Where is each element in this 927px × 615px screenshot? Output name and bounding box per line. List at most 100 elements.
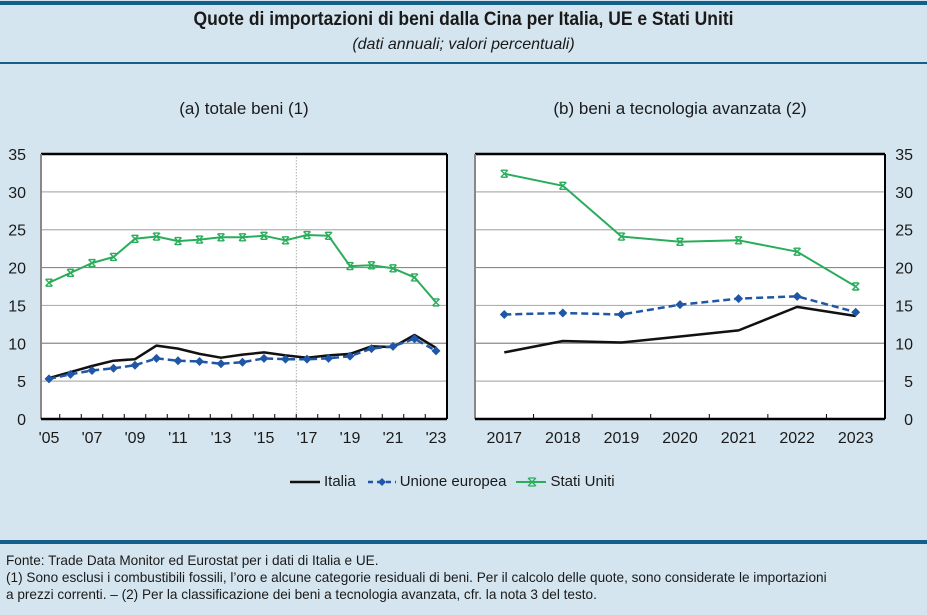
data-point-ue [281, 354, 290, 364]
chart-canvas: '05 '07 '09 '11 '13 '15 '17 '19 '21 '23 0 5 10 15 20 25… [8, 147, 913, 447]
data-point-ue [388, 341, 398, 351]
x-tick-label-a: '05 [39, 430, 60, 447]
data-point-ue [675, 300, 685, 310]
y-tick-label-a: 5 [17, 374, 26, 391]
footnotes: Fonte: Trade Data Monitor ed Eurostat pe… [6, 552, 924, 603]
top-rule [0, 1, 927, 5]
data-point-ue [410, 334, 419, 344]
data-point-usa [324, 231, 333, 240]
data-point-ue [734, 294, 744, 304]
data-point-usa [281, 236, 290, 245]
legend-swatch-italia [290, 480, 320, 483]
data-point-ue [345, 351, 355, 361]
plot-area-b [475, 154, 885, 419]
data-point-ue [238, 357, 247, 367]
x-tick-label-a: '23 [426, 430, 447, 447]
legend: Italia Unione europea Stati Uniti [290, 473, 615, 490]
legend-swatch-ue [367, 477, 396, 486]
data-point-usa [617, 232, 626, 241]
legend-label-usa: Stati Uniti [550, 473, 615, 490]
data-point-usa [793, 247, 802, 256]
data-point-usa [195, 235, 204, 244]
x-tick-label-a: '09 [125, 430, 146, 447]
data-point-usa [131, 234, 139, 243]
data-point-usa [734, 236, 743, 245]
y-tick-label-b: 35 [895, 147, 913, 164]
y-tick-label-a: 10 [8, 336, 26, 353]
data-point-ue [152, 353, 161, 363]
data-point-ue [499, 310, 509, 320]
data-point-usa [389, 264, 397, 273]
data-point-usa [174, 236, 182, 246]
y-tick-label-b: 15 [895, 298, 913, 315]
x-tick-label-b: 2022 [779, 430, 815, 447]
data-point-ue [558, 308, 568, 318]
y-tick-label-b: 10 [895, 336, 913, 353]
data-point-usa [109, 252, 118, 262]
x-tick-label-b: 2017 [486, 430, 522, 447]
data-point-ue [792, 291, 802, 301]
panel-a-title: (a) totale beni (1) [179, 99, 309, 118]
header-rule [0, 62, 927, 64]
data-point-usa [152, 232, 161, 241]
x-tick-label-a: '19 [340, 430, 361, 447]
panel-b-title: (b) beni a tecnologia avanzata (2) [553, 99, 807, 118]
data-point-usa [217, 233, 225, 242]
x-tick-label-b: 2023 [838, 430, 874, 447]
data-point-usa [45, 278, 53, 287]
y-tick-label-a: 25 [8, 223, 26, 240]
y-tick-label-a: 35 [8, 147, 26, 164]
data-point-usa [558, 181, 567, 190]
legend-item-ue: Unione europea [366, 473, 507, 490]
data-point-ue [87, 366, 97, 376]
x-tick-label-a: '15 [254, 430, 275, 447]
y-tick-label-a: 20 [8, 261, 26, 278]
y-tick-label-b: 25 [895, 223, 913, 240]
data-point-usa [346, 261, 354, 271]
x-tick-label-b: 2020 [662, 430, 698, 447]
footnote-1: (1) Sono esclusi i combustibili fossili,… [6, 570, 827, 585]
x-tick-label-a: '07 [82, 430, 103, 447]
data-point-ue [195, 356, 204, 366]
y-tick-label-a: 30 [8, 185, 26, 202]
data-point-usa [410, 273, 419, 282]
y-tick-label-a: 15 [8, 298, 26, 315]
data-point-usa [238, 233, 247, 242]
x-tick-label-b: 2019 [604, 430, 640, 447]
legend-label-ue: Unione europea [399, 473, 507, 490]
x-tick-label-b: 2021 [721, 430, 757, 447]
data-point-usa [88, 258, 96, 268]
x-tick-label-a: '21 [383, 430, 404, 447]
data-point-usa [367, 261, 376, 270]
data-point-usa [66, 268, 75, 278]
y-tick-label-b: 20 [895, 261, 913, 278]
chart-title: Quote di importazioni di beni dalla Cina… [193, 9, 734, 30]
data-point-ue [616, 310, 626, 320]
data-point-usa [432, 298, 440, 307]
y-tick-label-a: 0 [17, 412, 26, 429]
data-point-ue [173, 356, 183, 366]
y-tick-label-b: 5 [904, 374, 913, 391]
x-tick-label-a: '17 [297, 430, 318, 447]
x-tick-label-b: 2018 [545, 430, 581, 447]
legend-label-italia: Italia [324, 473, 356, 490]
plot-area-a [41, 154, 447, 419]
data-point-ue [216, 359, 226, 369]
data-point-ue [851, 307, 861, 317]
legend-swatch-usa [516, 476, 547, 487]
data-point-ue [324, 353, 333, 363]
y-tick-label-b: 30 [895, 185, 913, 202]
data-point-ue [109, 363, 118, 373]
data-point-usa [303, 230, 311, 240]
legend-item-italia: Italia [290, 473, 356, 490]
data-point-ue [259, 353, 269, 363]
x-tick-label-a: '13 [211, 430, 232, 447]
footer-rule [0, 540, 927, 544]
data-point-ue [130, 360, 140, 370]
y-tick-label-b: 0 [904, 412, 913, 429]
footnote-2: a prezzi correnti. – (2) Per la classifi… [6, 587, 597, 602]
data-point-ue [431, 346, 441, 356]
data-point-usa [260, 231, 268, 240]
data-point-ue [44, 374, 54, 384]
data-point-usa [500, 169, 509, 178]
